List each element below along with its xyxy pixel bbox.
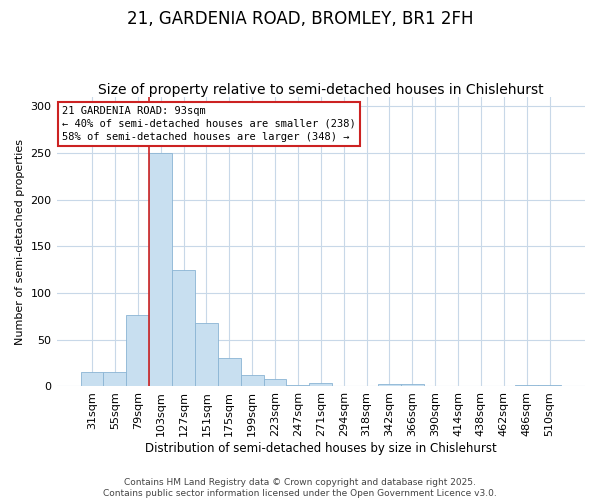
Bar <box>263 379 286 386</box>
Text: 21 GARDENIA ROAD: 93sqm
← 40% of semi-detached houses are smaller (238)
58% of s: 21 GARDENIA ROAD: 93sqm ← 40% of semi-de… <box>62 106 356 142</box>
Bar <box>286 384 310 386</box>
Text: Contains HM Land Registry data © Crown copyright and database right 2025.
Contai: Contains HM Land Registry data © Crown c… <box>103 478 497 498</box>
Title: Size of property relative to semi-detached houses in Chislehurst: Size of property relative to semi-detach… <box>98 83 544 97</box>
Bar <box>127 314 149 386</box>
Bar <box>241 376 263 386</box>
Bar <box>538 384 561 386</box>
Bar <box>103 372 127 386</box>
Bar <box>310 382 332 386</box>
Y-axis label: Number of semi-detached properties: Number of semi-detached properties <box>15 138 25 344</box>
Bar <box>195 323 218 386</box>
Bar <box>378 384 401 386</box>
Bar <box>515 384 538 386</box>
Text: 21, GARDENIA ROAD, BROMLEY, BR1 2FH: 21, GARDENIA ROAD, BROMLEY, BR1 2FH <box>127 10 473 28</box>
Bar <box>172 270 195 386</box>
Bar <box>149 153 172 386</box>
Bar <box>80 372 103 386</box>
Bar <box>401 384 424 386</box>
Bar <box>218 358 241 386</box>
X-axis label: Distribution of semi-detached houses by size in Chislehurst: Distribution of semi-detached houses by … <box>145 442 497 455</box>
